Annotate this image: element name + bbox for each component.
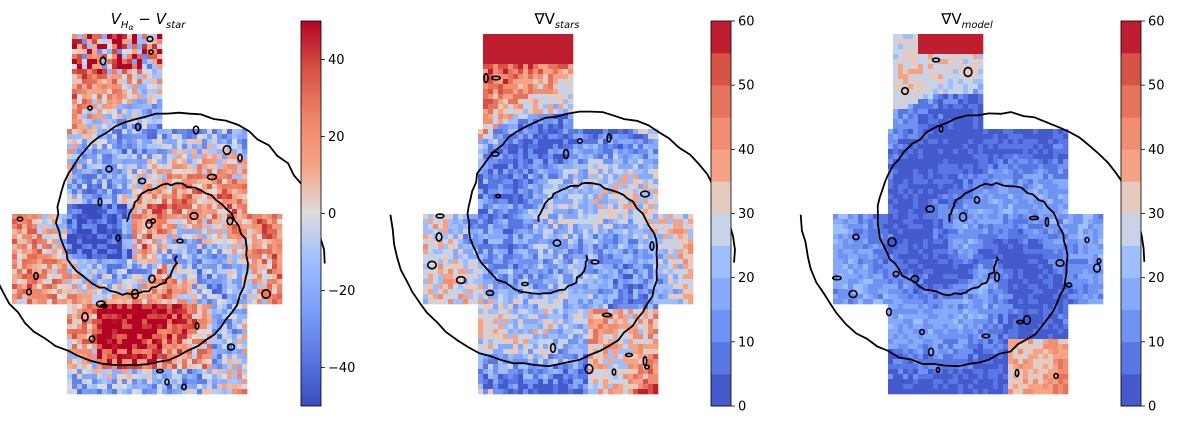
colorbar-tick-label: 20	[328, 130, 345, 145]
colorbar-tick-label: 20	[738, 271, 755, 286]
panel-gradient-stars: ∇Vstars 0 10 20 30 40 50 60	[390, 10, 754, 415]
colorbar-tick-label: 10	[738, 335, 755, 350]
panel-title-gradient-stars: ∇Vstars	[534, 10, 580, 31]
colorbar-tick-label: 10	[1148, 335, 1165, 350]
colorbar-tick-label: 40	[1148, 143, 1165, 158]
colorbar-tick-label: 60	[1148, 15, 1165, 30]
colorbar-tick-label: 60	[738, 15, 755, 30]
panel-title-gradient-model: ∇Vmodel	[940, 10, 993, 31]
panel-gradient-model: ∇Vmodel 0 10 20 30 40 50 60	[801, 10, 1165, 415]
gradient-model-map	[801, 34, 1145, 394]
colorbar-tick-label: 40	[328, 53, 345, 68]
panel-velocity-difference: VHα − Vstar −40 −20 0 20 40	[0, 10, 355, 406]
colorbar-tick-label: 50	[1148, 79, 1165, 94]
colorbar-tick-label: −40	[328, 361, 355, 376]
colorbar-tick-label: 0	[1148, 400, 1156, 415]
colorbar-tick-label: 0	[328, 207, 336, 222]
velocity-map	[0, 34, 325, 394]
gradient-stars-map	[390, 34, 735, 394]
panel-title-velocity-difference: VHα − Vstar	[111, 10, 187, 32]
colorbar-tick-label: 50	[738, 79, 755, 94]
colorbar-tick-label: 30	[738, 207, 755, 222]
colorbar-gradient	[301, 21, 321, 406]
colorbar-tick-label: 30	[1148, 207, 1165, 222]
colorbar-tick-label: 40	[738, 143, 755, 158]
colorbar-tick-label: 20	[1148, 271, 1165, 286]
colorbar-gradient-model: 0 10 20 30 40 50 60	[1121, 15, 1165, 415]
colorbar-gradient-stars: 0 10 20 30 40 50 60	[711, 15, 755, 415]
colorbar-tick-label: −20	[328, 284, 355, 299]
colorbar-tick-label: 0	[738, 400, 746, 415]
colorbar-velocity-difference: −40 −20 0 20 40	[301, 21, 355, 406]
